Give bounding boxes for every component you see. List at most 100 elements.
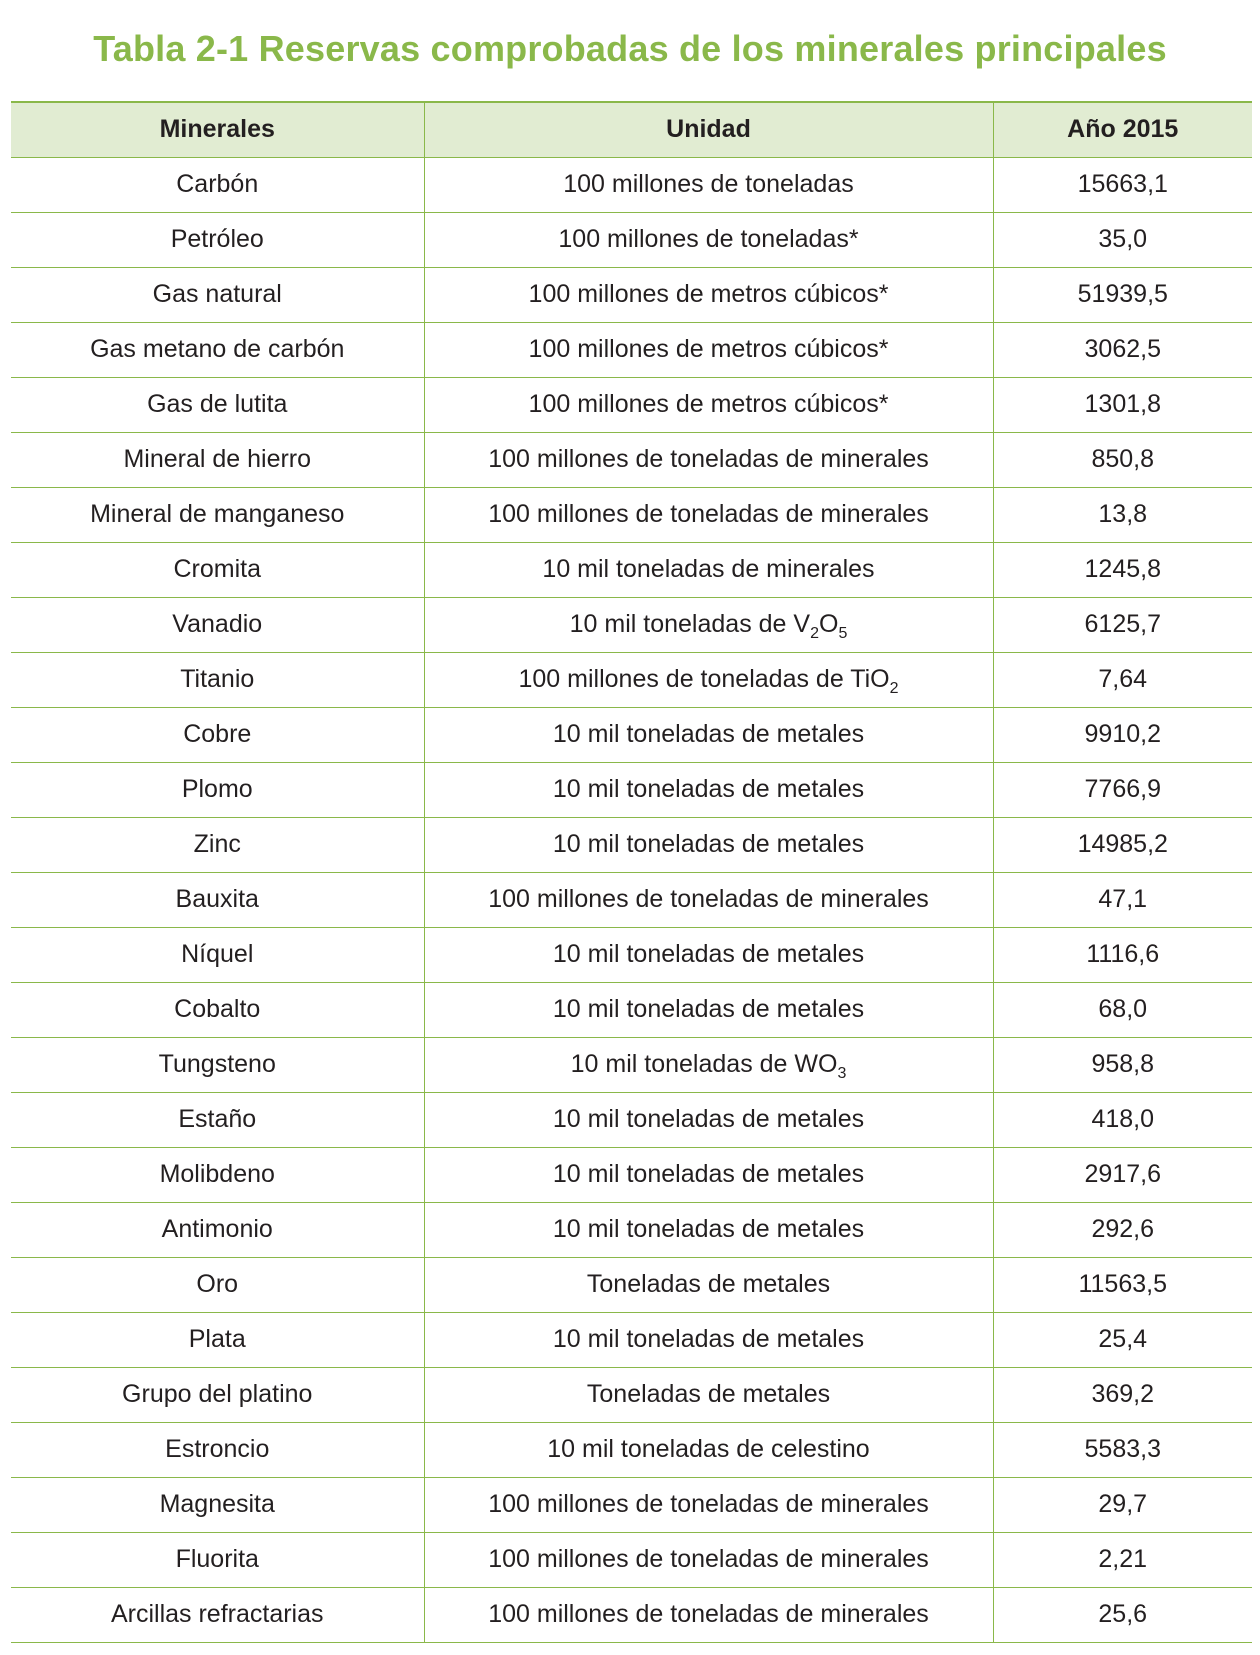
unit-subscript: 5 [838,625,848,642]
mineral-name-cell: Petróleo [11,212,424,268]
unit-cell: 10 mil toneladas de metales [423,1092,993,1148]
unit-text: 100 millones de toneladas [563,170,854,198]
mineral-name-cell: Gas natural [11,267,424,323]
unit-cell: 100 millones de metros cúbicos* [423,377,993,433]
header-unidad: Unidad [423,101,993,158]
mineral-name-cell: Estroncio [11,1422,424,1478]
header-ano-2015: Año 2015 [992,101,1252,158]
unit-cell: 10 mil toneladas de metales [423,1312,993,1368]
value-2015-cell: 1245,8 [992,542,1252,598]
mineral-name-cell: Gas metano de carbón [11,322,424,378]
mineral-name-cell: Cobalto [11,982,424,1038]
unit-cell: 10 mil toneladas de celestino [423,1422,993,1478]
unit-text: Toneladas de metales [586,1380,831,1408]
mineral-name-cell: Tungsteno [11,1037,424,1093]
mineral-name-cell: Níquel [11,927,424,983]
unit-text: 10 mil toneladas de metales [552,940,865,968]
mineral-name-cell: Fluorita [11,1532,424,1588]
table-row: Fluorita 100 millones de toneladas de min… [11,1532,1252,1588]
unit-cell: 100 millones de toneladas de minerales [423,1587,993,1643]
value-2015-cell: 25,4 [992,1312,1252,1368]
unit-text: 10 mil toneladas de metales [552,1325,865,1353]
value-2015-cell: 3062,5 [992,322,1252,378]
value-2015-cell: 7,64 [992,652,1252,708]
unit-text-continued: O [818,610,839,638]
value-2015-cell: 11563,5 [992,1257,1252,1313]
mineral-name-cell: Cobre [11,707,424,763]
value-2015-cell: 13,8 [992,487,1252,543]
unit-cell: 10 mil toneladas de metales [423,927,993,983]
unit-text: 100 millones de metros cúbicos* [528,280,889,308]
table-row: Estroncio 10 mil toneladas de celestino 55… [11,1422,1252,1478]
mineral-name-cell: Titanio [11,652,424,708]
table-row: Cobalto 10 mil toneladas de metales 68,0 [11,982,1252,1038]
header-minerales: Minerales [11,101,424,158]
unit-text: 100 millones de toneladas de minerales [488,500,929,528]
mineral-name-cell: Estaño [11,1092,424,1148]
unit-text: 100 millones de toneladas* [558,225,859,253]
minerals-table: Minerales Unidad Año 2015 Carbón 100 mill… [11,101,1252,1643]
unit-cell: 100 millones de toneladas de minerales [423,1477,993,1533]
value-2015-cell: 47,1 [992,872,1252,928]
mineral-name-cell: Magnesita [11,1477,424,1533]
unit-text: 100 millones de toneladas de minerales [488,1600,929,1628]
unit-cell: 100 millones de toneladas de minerales [423,1532,993,1588]
value-2015-cell: 5583,3 [992,1422,1252,1478]
unit-cell: 10 mil toneladas de metales [423,1202,993,1258]
table-row: Cromita 10 mil toneladas de minerales 1245… [11,542,1252,598]
value-2015-cell: 15663,1 [992,157,1252,213]
table-row: Níquel 10 mil toneladas de metales 1116,6 [11,927,1252,983]
unit-text: 10 mil toneladas de minerales [542,555,875,583]
value-2015-cell: 14985,2 [992,817,1252,873]
value-2015-cell: 29,7 [992,1477,1252,1533]
unit-text: 100 millones de toneladas de minerales [488,1490,929,1518]
unit-cell: 10 mil toneladas de metales [423,817,993,873]
value-2015-cell: 35,0 [992,212,1252,268]
unit-text: 100 millones de toneladas de minerales [488,885,929,913]
value-2015-cell: 9910,2 [992,707,1252,763]
mineral-name-cell: Zinc [11,817,424,873]
unit-text: Toneladas de metales [586,1270,831,1298]
unit-cell: Toneladas de metales [423,1367,993,1423]
table-row: Magnesita 100 millones de toneladas de mi… [11,1477,1252,1533]
unit-text: 10 mil toneladas de metales [552,995,865,1023]
unit-subscript: 2 [810,625,819,642]
table-row: Mineral de manganeso 100 millones de tone… [11,487,1252,543]
value-2015-cell: 2,21 [992,1532,1252,1588]
value-2015-cell: 850,8 [992,432,1252,488]
mineral-name-cell: Molibdeno [11,1147,424,1203]
table-row: Gas metano de carbón 100 millones de metr… [11,322,1252,378]
unit-cell: Toneladas de metales [423,1257,993,1313]
unit-cell: 10 mil toneladas de minerales [423,542,993,598]
unit-cell: 100 millones de metros cúbicos* [423,267,993,323]
table-row: Cobre 10 mil toneladas de metales 9910,2 [11,707,1252,763]
value-2015-cell: 1116,6 [992,927,1252,983]
unit-cell: 100 millones de toneladas de minerales [423,432,993,488]
table-row: Molibdeno 10 mil toneladas de metales 2917… [11,1147,1252,1203]
unit-cell: 10 mil toneladas de V2O5 [423,597,993,653]
unit-cell: 100 millones de toneladas de minerales [423,872,993,928]
mineral-name-cell: Carbón [11,157,424,213]
mineral-name-cell: Oro [11,1257,424,1313]
unit-cell: 100 millones de toneladas de TiO2 [423,652,993,708]
mineral-name-cell: Mineral de manganeso [11,487,424,543]
unit-cell: 10 mil toneladas de metales [423,707,993,763]
unit-cell: 100 millones de toneladas* [423,212,993,268]
unit-text: 100 millones de metros cúbicos* [528,390,889,418]
table-row: Tungsteno 10 mil toneladas de WO3 958,8 [11,1037,1252,1093]
unit-cell: 100 millones de toneladas de minerales [423,487,993,543]
value-2015-cell: 2917,6 [992,1147,1252,1203]
unit-text: 100 millones de metros cúbicos* [528,335,889,363]
table-row: Grupo del platino Toneladas de metales 369… [11,1367,1252,1423]
unit-text: 100 millones de toneladas de minerales [488,1545,929,1573]
mineral-name-cell: Plomo [11,762,424,818]
table-row: Arcillas refractarias 100 millones de ton… [11,1587,1252,1643]
value-2015-cell: 1301,8 [992,377,1252,433]
table-row: Gas natural 100 millones de metros cúbico… [11,267,1252,323]
unit-text: 10 mil toneladas de metales [552,720,865,748]
unit-text: 10 mil toneladas de WO [570,1050,838,1078]
value-2015-cell: 418,0 [992,1092,1252,1148]
unit-text: 10 mil toneladas de metales [552,1215,865,1243]
mineral-name-cell: Bauxita [11,872,424,928]
unit-cell: 100 millones de metros cúbicos* [423,322,993,378]
